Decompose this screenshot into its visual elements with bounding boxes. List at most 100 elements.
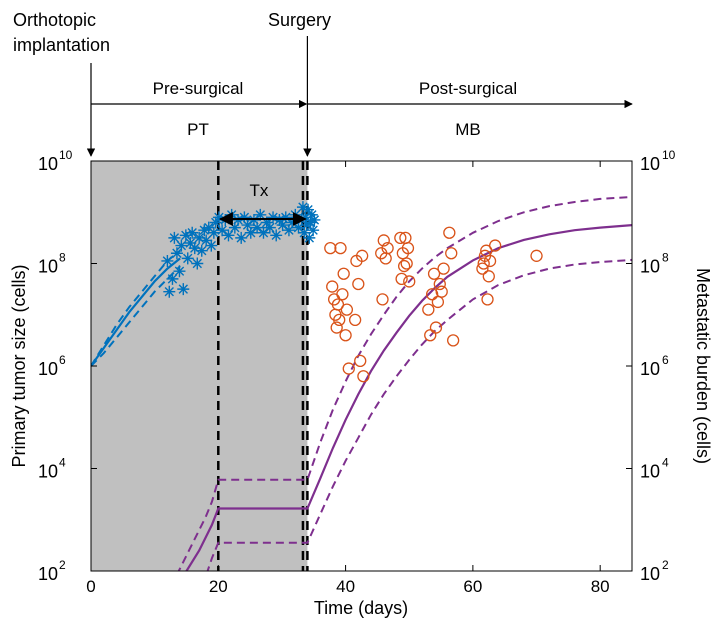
- mb-point-31: [403, 275, 416, 288]
- mb-point-32: [422, 303, 435, 316]
- y-tick-label-left-3: 10: [38, 257, 58, 277]
- pt-point-56: [305, 208, 318, 221]
- pt-point-27: [228, 221, 241, 234]
- mb-point-11: [340, 303, 354, 316]
- y-tick-exp-right-3: 8: [662, 251, 669, 265]
- mb-point-44: [476, 262, 489, 275]
- y-tick-exp-right-0: 2: [662, 558, 669, 572]
- y-tick-exp-right-1: 4: [662, 456, 669, 470]
- post-surgical-label: Post-surgical: [419, 79, 517, 98]
- mb-point-12: [342, 362, 355, 375]
- mb-point-48: [481, 293, 494, 306]
- y-tick-label-right-0: 10: [640, 564, 660, 584]
- mb-point-6: [333, 313, 346, 327]
- mb-point-42: [445, 247, 458, 260]
- y-axis-label-left: Primary tumor size (cells): [9, 264, 29, 467]
- mb-fit-lower: [206, 258, 632, 571]
- y-tick-label-right-4: 10: [640, 154, 660, 174]
- pt-point-7: [177, 283, 190, 296]
- pt-point-19: [205, 239, 218, 252]
- mb-point-45: [477, 257, 490, 270]
- pt-point-10: [184, 237, 197, 249]
- pt-point-0: [161, 254, 174, 267]
- pt-point-40: [270, 229, 283, 242]
- mb-point-43: [447, 334, 460, 347]
- y-tick-exp-right-2: 6: [662, 353, 669, 367]
- y-tick-label-left-2: 10: [38, 359, 58, 379]
- mb-point-38: [433, 277, 446, 291]
- mb-point-24: [394, 231, 407, 245]
- pt-point-8: [179, 229, 192, 242]
- mb-point-17: [355, 249, 369, 262]
- y-tick-label-left-4: 10: [38, 154, 58, 174]
- y-tick-exp-left-3: 8: [59, 251, 66, 265]
- pt-point-17: [200, 234, 213, 247]
- mb-point-16: [354, 354, 367, 368]
- mb-point-41: [443, 226, 456, 239]
- implantation-label-line2: implantation: [13, 35, 110, 55]
- mb-point-49: [482, 270, 495, 283]
- mb-point-51: [489, 239, 502, 252]
- y-tick-label-right-3: 10: [640, 257, 660, 277]
- plot-clip-group: [91, 161, 632, 571]
- mb-fit-upper: [177, 195, 632, 571]
- mb-point-30: [401, 241, 415, 255]
- pt-point-9: [181, 252, 194, 265]
- pt-point-20: [207, 226, 220, 239]
- y-axis-label-right: Metastatic burden (cells): [693, 268, 711, 464]
- pt-point-49: [296, 201, 309, 214]
- pt-point-29: [235, 231, 248, 244]
- pt-point-13: [191, 257, 204, 270]
- mb-point-18: [357, 370, 370, 383]
- mb-point-36: [429, 321, 443, 334]
- pt-point-15: [195, 244, 208, 257]
- x-axis-label: Time (days): [314, 598, 408, 618]
- mb-point-10: [339, 329, 352, 342]
- mb-point-27: [397, 259, 411, 273]
- pt-fit-lower: [91, 265, 181, 367]
- mb-point-25: [395, 272, 408, 286]
- pt-point-2: [166, 272, 179, 285]
- pt-point-34: [251, 221, 264, 234]
- x-tick-label-1: 20: [209, 577, 228, 596]
- mb-point-23: [381, 241, 394, 255]
- mb-point-50: [483, 254, 497, 268]
- pt-point-21: [209, 216, 222, 229]
- mb-fit: [185, 224, 632, 571]
- y-tick-label-right-1: 10: [640, 462, 660, 482]
- mb-point-5: [331, 298, 345, 311]
- pt-point-55: [304, 216, 317, 229]
- y-tick-exp-left-4: 10: [59, 148, 73, 162]
- pt-point-18: [202, 221, 215, 234]
- pt-point-36: [257, 226, 270, 239]
- mb-point-37: [431, 295, 445, 309]
- x-tick-label-3: 60: [463, 577, 482, 596]
- mb-point-40: [437, 262, 450, 275]
- x-tick-label-4: 80: [591, 577, 610, 596]
- implantation-label-line1: Orthotopic: [13, 10, 96, 30]
- pt-fit: [91, 257, 181, 367]
- pt-point-23: [216, 224, 229, 237]
- mb-point-52: [530, 249, 543, 262]
- mb-point-20: [376, 293, 389, 306]
- pt-point-11: [186, 226, 199, 239]
- mb-point-21: [377, 234, 390, 247]
- pt-point-54: [303, 231, 316, 244]
- y-tick-label-left-1: 10: [38, 462, 58, 482]
- y-tick-exp-left-1: 4: [59, 456, 66, 470]
- mb-point-4: [330, 321, 343, 334]
- mb-point-1: [326, 280, 339, 293]
- pt-point-1: [163, 285, 176, 298]
- tx-label: Tx: [250, 181, 269, 200]
- pre-surgical-label: Pre-surgical: [153, 79, 244, 98]
- pt-point-58: [308, 213, 321, 226]
- pt-point-47: [292, 221, 305, 234]
- pt-point-57: [307, 224, 320, 237]
- y-tick-label-left-0: 10: [38, 564, 58, 584]
- pt-label: PT: [187, 120, 209, 139]
- y-tick-exp-right-4: 10: [662, 148, 676, 162]
- timeline-arrows: [86, 36, 633, 157]
- pt-point-14: [193, 231, 206, 244]
